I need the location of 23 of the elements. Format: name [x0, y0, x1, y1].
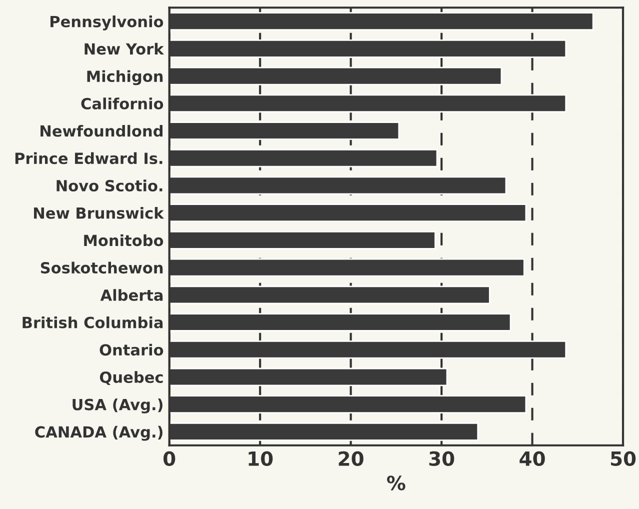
x-tick-label: 50: [610, 451, 636, 466]
y-tick-label: Californio: [81, 98, 164, 110]
y-tick-label: Soskotchewon: [40, 262, 163, 274]
y-tick-label: British Columbia: [22, 316, 163, 328]
y-tick-label: Ontario: [100, 344, 164, 356]
x-tick-label: 30: [429, 451, 454, 466]
x-axis-title: %: [387, 476, 406, 490]
y-tick-label: Newfoundlond: [40, 124, 162, 137]
y-tick-label: New Brunswick: [34, 207, 164, 219]
y-tick-label: Prince Edward Is.: [15, 152, 162, 164]
x-tick-label: 40: [520, 451, 545, 466]
y-tick-label: Monitobo: [84, 234, 164, 246]
y-tick-label: CANADA (Avg.): [35, 426, 162, 441]
y-tick-label: Alberta: [100, 289, 163, 301]
x-tick-label: 20: [338, 451, 364, 466]
x-tick-label: 0: [164, 451, 176, 466]
y-tick-label: Michigon: [87, 70, 163, 86]
y-tick-label: USA (Avg.): [72, 398, 162, 414]
y-tick-label: New York: [84, 42, 164, 55]
x-tick-label: 10: [248, 451, 273, 466]
y-tick-label: Pennsylvonio: [50, 16, 164, 30]
y-tick-label: Quebec: [100, 371, 163, 386]
y-tick-label: Novo Scotio.: [56, 180, 162, 192]
